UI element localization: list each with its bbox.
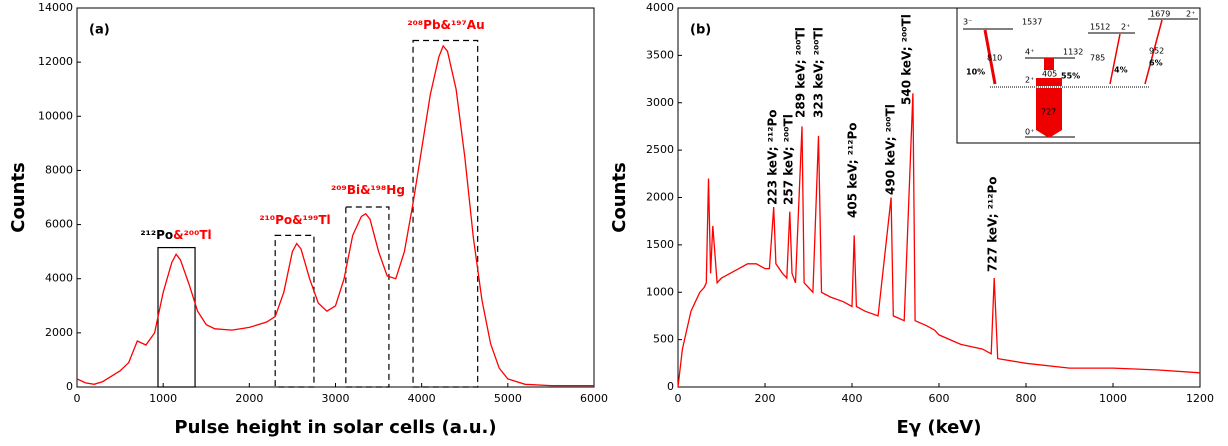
- label-part: ²¹²Po: [140, 228, 173, 242]
- inset-label: 4⁺: [1025, 48, 1034, 57]
- peak-label: 223 keV; ²¹²Po: [766, 109, 780, 205]
- inset-label: 3⁻: [963, 18, 972, 27]
- transition: [1044, 58, 1054, 70]
- inset-label: 952: [1149, 47, 1164, 56]
- y-tick-label: 4000: [646, 1, 674, 14]
- inset-label: 2⁺: [1025, 76, 1034, 85]
- peak-label: 323 keV; ²⁰⁰Tl: [812, 27, 826, 118]
- inset-label: 1537: [1022, 18, 1042, 27]
- y-tick-label: 6000: [45, 218, 73, 231]
- y-tick-label: 3000: [646, 96, 674, 109]
- x-tick-label: 1200: [1186, 392, 1214, 405]
- x-tick-label: 0: [74, 392, 81, 405]
- inset-scheme: [956, 7, 1201, 144]
- inset-label: 727: [1041, 108, 1056, 117]
- peak-label: ²¹⁰Po&¹⁹⁹Tl: [259, 213, 330, 227]
- y-tick-label: 3500: [646, 48, 674, 61]
- region-box: [412, 39, 479, 388]
- x-tick-label: 5000: [494, 392, 522, 405]
- inset-label: 785: [1090, 54, 1105, 63]
- y-tick-label: 8000: [45, 163, 73, 176]
- inset-label: 4%: [1114, 66, 1128, 75]
- transition: [983, 29, 997, 85]
- y-tick-label: 500: [653, 333, 674, 346]
- peak-label: ²⁰⁹Bi&¹⁹⁸Hg: [331, 183, 405, 197]
- x-tick-label: 1000: [1099, 392, 1127, 405]
- inset-label: 810: [987, 54, 1002, 63]
- region-box: [274, 234, 315, 388]
- transition: [1036, 88, 1062, 130]
- panel-label: (a): [89, 23, 110, 38]
- inset-label: 2⁺: [1186, 10, 1195, 19]
- x-tick-label: 1000: [149, 392, 177, 405]
- y-tick-label: 0: [66, 380, 73, 393]
- y-tick-label: 10000: [38, 109, 73, 122]
- peak-label: 257 keV; ²⁰⁰Tl: [782, 114, 796, 205]
- inset-label: 2⁺: [1121, 23, 1130, 32]
- transition: [1109, 33, 1121, 85]
- inset-label: 1132: [1063, 48, 1083, 57]
- region-box: [345, 206, 390, 388]
- x-tick-label: 600: [929, 392, 950, 405]
- transition: [1036, 78, 1062, 86]
- inset-label: 1512: [1090, 23, 1110, 32]
- series-line: [677, 93, 1201, 388]
- x-tick-label: 4000: [408, 392, 436, 405]
- x-tick-label: 400: [842, 392, 863, 405]
- y-tick-label: 1000: [646, 285, 674, 298]
- x-tick-label: 800: [1016, 392, 1037, 405]
- peak-label: 405 keV; ²¹²Po: [846, 122, 860, 218]
- x-tick-label: 200: [755, 392, 776, 405]
- label-part: ²⁰⁹Bi&¹⁹⁸Hg: [331, 183, 405, 197]
- peak-label: 540 keV; ²⁰⁰Tl: [900, 14, 914, 105]
- y-tick-label: 2000: [646, 191, 674, 204]
- y-tick-label: 2500: [646, 143, 674, 156]
- peak-label: ²⁰⁸Pb&¹⁹⁷Au: [407, 18, 484, 32]
- inset-label: 0⁺: [1025, 128, 1034, 137]
- chart: 0 1000 2000 3000 4000 5000 6000 0 2000 4000 6000 80…: [8, 1, 608, 438]
- x-tick-label: 0: [675, 392, 682, 405]
- x-tick-label: 2000: [235, 392, 263, 405]
- x-tick-label: 6000: [580, 392, 608, 405]
- panel-label: (b): [690, 23, 711, 38]
- peak-label: 490 keV; ²⁰⁰Tl: [884, 104, 898, 195]
- chart: 0 200 400 600 800 1000 1200 0 500 1000 1500 2000 250…: [609, 1, 1214, 438]
- x-axis-label: Eγ (keV): [897, 417, 982, 438]
- x-axis-label: Pulse height in solar cells (a.u.): [174, 417, 496, 438]
- y-tick-label: 1500: [646, 238, 674, 251]
- peak-label: 289 keV; ²⁰⁰Tl: [794, 27, 808, 118]
- y-axis-label: Counts: [609, 162, 630, 233]
- label-part: ²⁰⁸Pb&¹⁹⁷Au: [407, 18, 484, 32]
- series-line: [76, 44, 594, 387]
- label-part: &²⁰⁰Tl: [173, 228, 212, 242]
- x-tick-label: 3000: [322, 392, 350, 405]
- inset-label: 6%: [1149, 59, 1163, 68]
- y-tick-label: 0: [667, 380, 674, 393]
- inset-label: 10%: [966, 68, 985, 77]
- peak-label: ²¹²Po&²⁰⁰Tl: [140, 228, 211, 242]
- region-box: [157, 246, 196, 388]
- label-part: ²¹⁰Po&¹⁹⁹Tl: [259, 213, 330, 227]
- inset-label: 405: [1042, 70, 1057, 79]
- transition: [1144, 19, 1163, 85]
- inset-label: 55%: [1061, 72, 1080, 81]
- y-tick-label: 12000: [38, 55, 73, 68]
- y-tick-label: 2000: [45, 326, 73, 339]
- y-tick-label: 4000: [45, 272, 73, 285]
- y-axis-label: Counts: [8, 162, 29, 233]
- transition: [1036, 130, 1062, 138]
- peak-label: 727 keV; ²¹²Po: [986, 176, 1000, 272]
- y-tick-label: 14000: [38, 1, 73, 14]
- inset-label: 1679: [1150, 10, 1170, 19]
